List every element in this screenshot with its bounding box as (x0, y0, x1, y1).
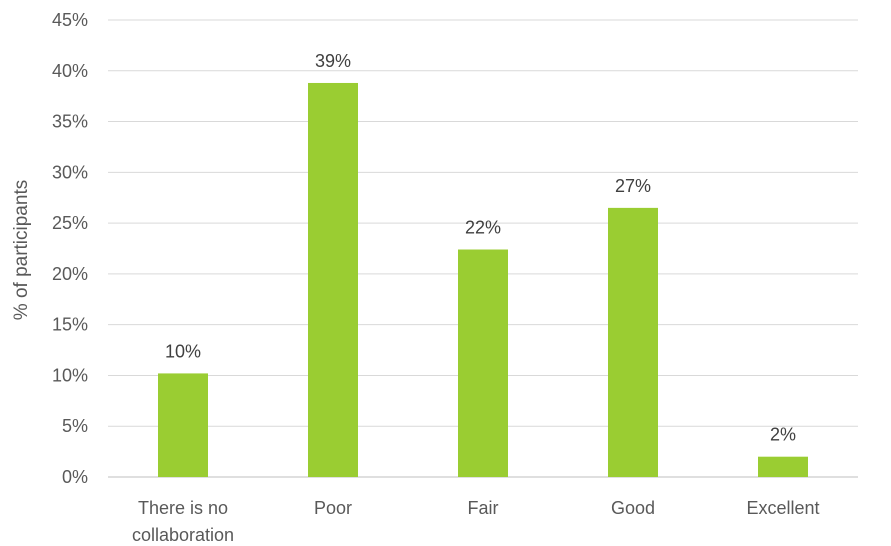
y-axis-title: % of participants (11, 180, 32, 320)
bars (158, 82, 808, 477)
y-tick-label: 10% (52, 365, 88, 385)
y-tick-label: 15% (52, 315, 88, 335)
data-label: 22% (465, 218, 501, 238)
y-axis-ticks: 0% 5% 10% 15% 20% 25% 30% 35% 40% 45% (52, 10, 88, 487)
bar (608, 207, 658, 477)
y-tick-label: 30% (52, 162, 88, 182)
bar (158, 373, 208, 477)
data-label: 2% (770, 425, 796, 445)
data-labels: 10% 39% 22% 27% 2% (165, 51, 796, 445)
category-label: collaboration (132, 525, 234, 545)
y-tick-label: 0% (62, 467, 88, 487)
bar (458, 249, 508, 477)
y-tick-label: 35% (52, 112, 88, 132)
category-label: Poor (314, 498, 352, 518)
category-label: Fair (468, 498, 499, 518)
data-label: 27% (615, 176, 651, 196)
bar (758, 456, 808, 477)
y-tick-label: 40% (52, 61, 88, 81)
data-label: 39% (315, 51, 351, 71)
category-labels: There is no collaboration Poor Fair Good Exce… (132, 498, 820, 545)
data-label: 10% (165, 341, 201, 361)
y-tick-label: 25% (52, 213, 88, 233)
category-label: Excellent (746, 498, 819, 518)
y-tick-label: 20% (52, 264, 88, 284)
y-tick-label: 45% (52, 10, 88, 30)
category-label: There is no (138, 498, 228, 518)
category-label: Good (611, 498, 655, 518)
bar (308, 82, 358, 477)
y-tick-label: 5% (62, 416, 88, 436)
